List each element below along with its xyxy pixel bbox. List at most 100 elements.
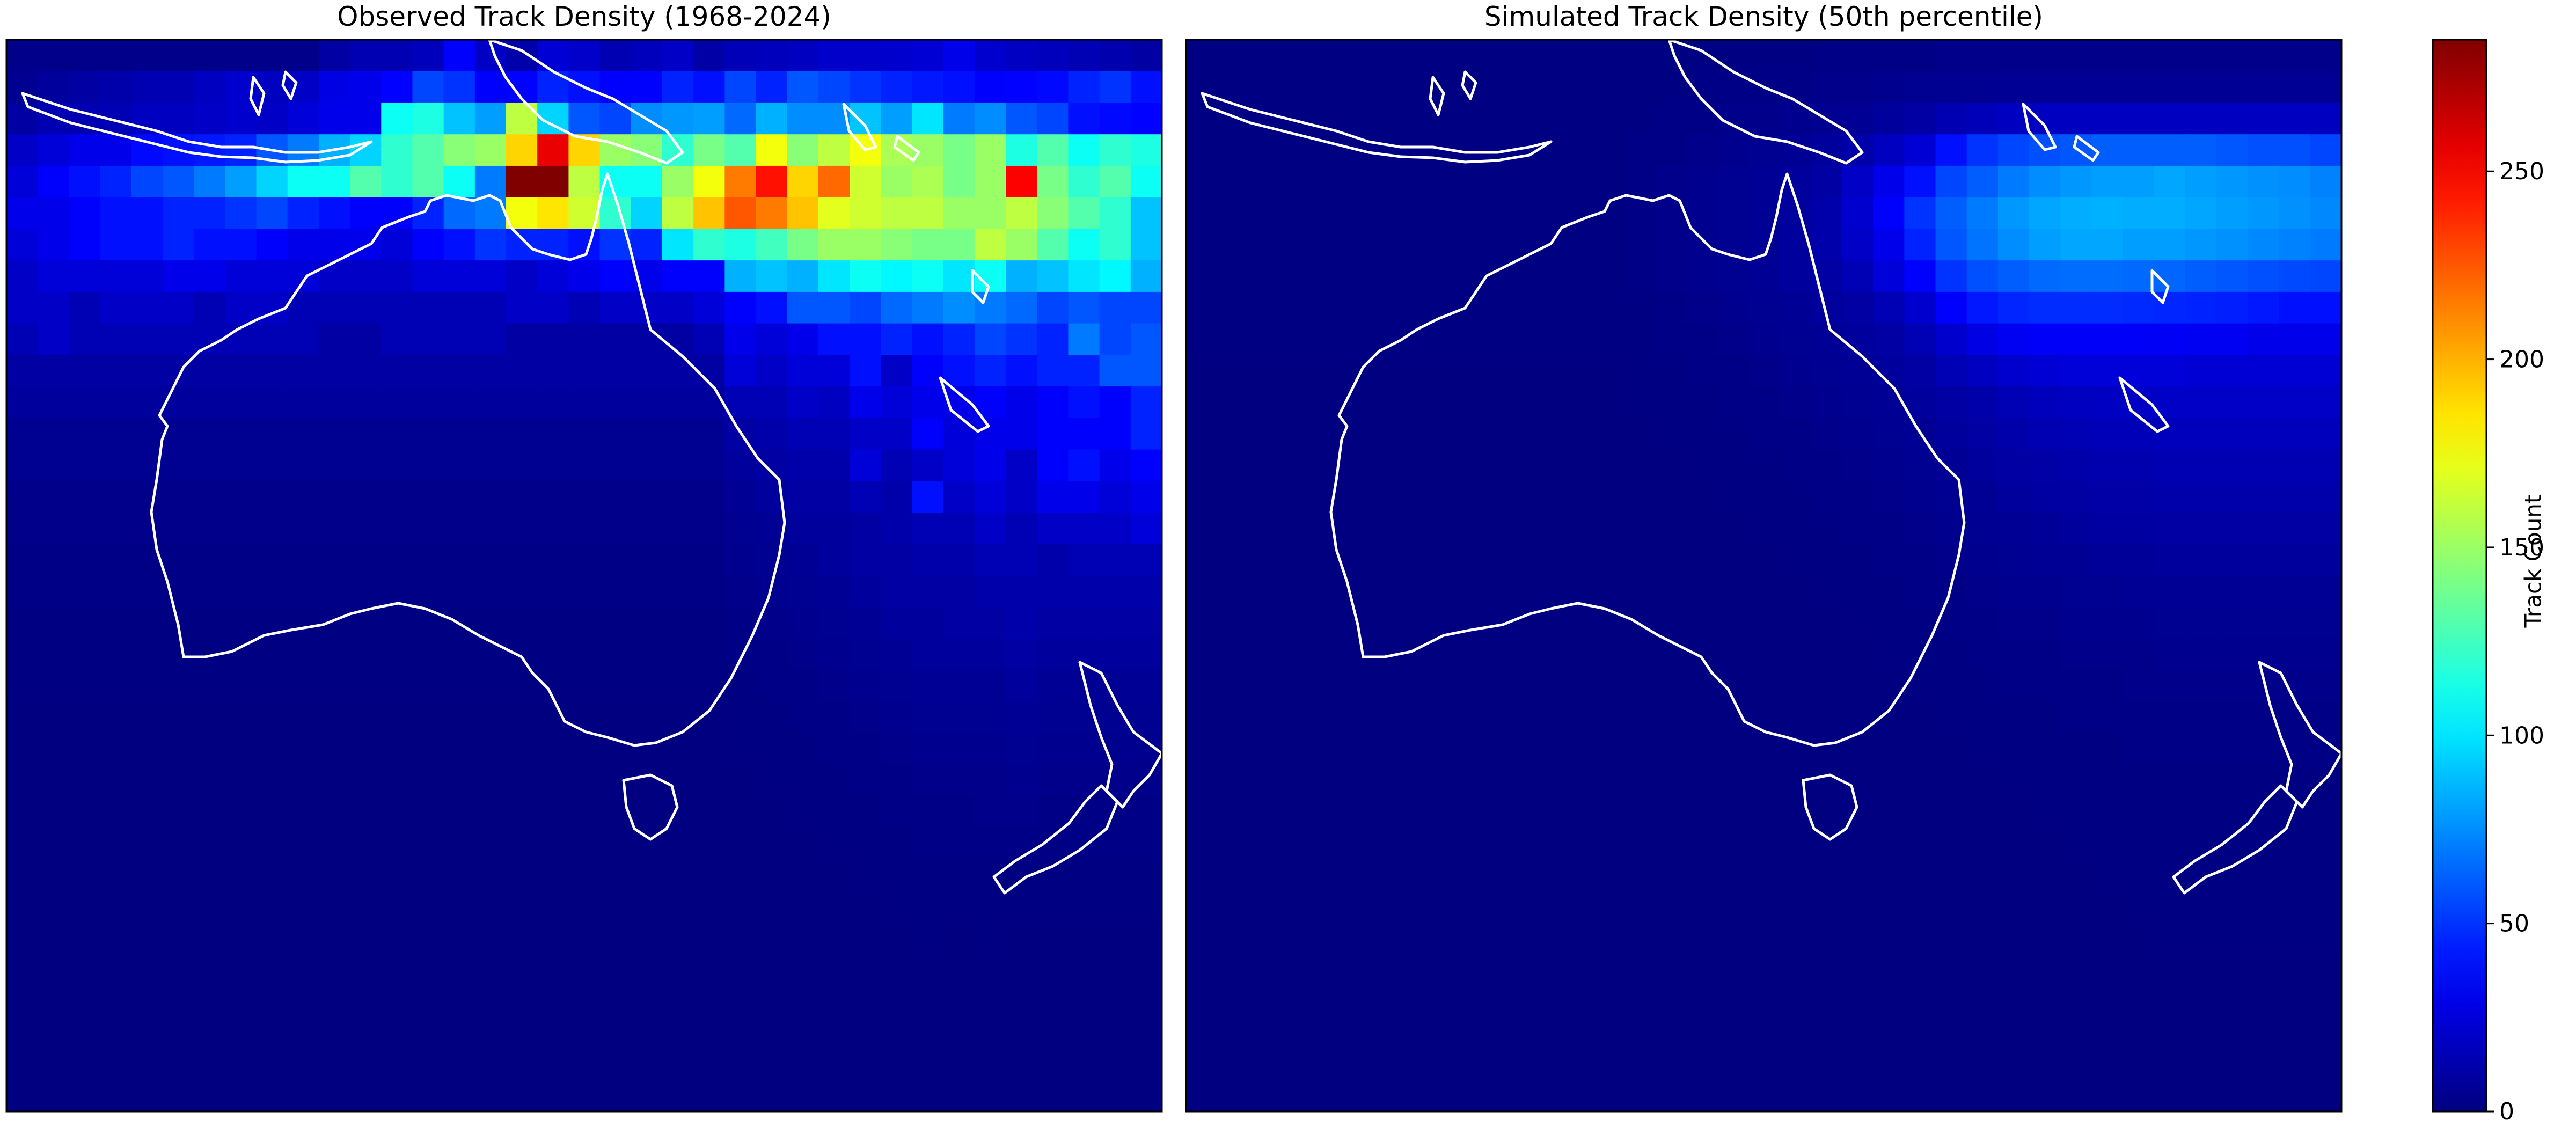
heatmap-cell bbox=[1279, 165, 1312, 198]
heatmap-cell bbox=[38, 165, 70, 198]
heatmap-cell bbox=[1935, 103, 1967, 135]
heatmap-cell bbox=[1436, 954, 1468, 986]
colorbar-tick-label: 250 bbox=[2499, 158, 2544, 185]
heatmap-cell bbox=[100, 796, 132, 829]
heatmap-cell bbox=[443, 449, 475, 482]
heatmap-cell bbox=[1467, 859, 1499, 891]
heatmap-cell bbox=[1006, 197, 1038, 230]
heatmap-cell bbox=[1248, 1016, 1280, 1049]
heatmap-cell bbox=[1935, 134, 1967, 166]
heatmap-cell bbox=[100, 890, 132, 923]
heatmap-cell bbox=[943, 481, 975, 513]
heatmap-cell bbox=[100, 985, 132, 1018]
heatmap-cell bbox=[1810, 513, 1842, 545]
heatmap-cell bbox=[912, 701, 944, 734]
heatmap-cell bbox=[256, 260, 288, 292]
heatmap-cell bbox=[1248, 985, 1280, 1018]
heatmap-cell bbox=[412, 386, 444, 419]
heatmap-cell bbox=[881, 291, 913, 324]
heatmap-cell bbox=[1997, 1048, 2030, 1081]
heatmap-cell bbox=[1529, 1048, 1562, 1081]
heatmap-cell bbox=[2310, 1016, 2342, 1049]
heatmap-cell bbox=[1686, 701, 1718, 734]
heatmap-cell bbox=[974, 701, 1006, 734]
heatmap-cell bbox=[506, 985, 538, 1018]
heatmap-cell bbox=[912, 1016, 944, 1049]
heatmap-cell bbox=[1248, 291, 1280, 324]
heatmap-cell bbox=[443, 481, 475, 513]
heatmap-cell bbox=[881, 449, 913, 482]
heatmap-cell bbox=[287, 197, 319, 230]
heatmap-cell bbox=[1873, 418, 1905, 450]
heatmap-cell bbox=[2060, 1016, 2092, 1049]
heatmap-cell bbox=[881, 323, 913, 356]
heatmap-cell bbox=[131, 1080, 163, 1112]
heatmap-cell bbox=[1873, 229, 1905, 261]
heatmap-cell bbox=[1006, 449, 1038, 482]
heatmap-cell bbox=[443, 1048, 475, 1081]
heatmap-cell bbox=[1311, 197, 1343, 230]
heatmap-cell bbox=[1217, 701, 1249, 734]
heatmap-cell bbox=[1966, 859, 1999, 891]
heatmap-cell bbox=[1841, 260, 1874, 292]
heatmap-cell bbox=[818, 1048, 850, 1081]
heatmap-cell bbox=[443, 197, 475, 230]
heatmap-cell bbox=[537, 1016, 569, 1049]
heatmap-cell bbox=[350, 134, 382, 166]
heatmap-cell bbox=[1186, 229, 1218, 261]
heatmap-cell bbox=[1467, 670, 1499, 702]
heatmap-cell bbox=[131, 544, 163, 576]
heatmap-cell bbox=[724, 985, 757, 1018]
heatmap-cell bbox=[131, 260, 163, 292]
heatmap-cell bbox=[2060, 1080, 2092, 1112]
heatmap-cell bbox=[1935, 323, 1967, 356]
heatmap-cell bbox=[1342, 922, 1374, 955]
heatmap-cell bbox=[693, 291, 726, 324]
heatmap-cell bbox=[1686, 638, 1718, 671]
heatmap-cell bbox=[1006, 229, 1038, 261]
heatmap-cell bbox=[974, 1048, 1006, 1081]
heatmap-cell bbox=[69, 544, 101, 576]
heatmap-cell bbox=[1217, 355, 1249, 387]
heatmap-cell bbox=[724, 1048, 757, 1081]
heatmap-cell bbox=[287, 449, 319, 482]
heatmap-cell bbox=[1248, 1048, 1280, 1081]
heatmap-cell bbox=[2029, 890, 2061, 923]
heatmap-cell bbox=[1873, 197, 1905, 230]
heatmap-cell bbox=[506, 1048, 538, 1081]
heatmap-cell bbox=[506, 922, 538, 955]
heatmap-cell bbox=[256, 796, 288, 829]
heatmap-cell bbox=[1904, 701, 1936, 734]
heatmap-cell bbox=[1841, 449, 1874, 482]
heatmap-cell bbox=[881, 796, 913, 829]
heatmap-cell bbox=[1311, 890, 1343, 923]
heatmap-cell bbox=[1130, 418, 1162, 450]
heatmap-cell bbox=[2060, 103, 2092, 135]
heatmap-cell bbox=[724, 229, 757, 261]
heatmap-cell bbox=[2123, 764, 2155, 797]
heatmap-cell bbox=[318, 449, 350, 482]
heatmap-cell bbox=[2091, 828, 2124, 860]
heatmap-cell bbox=[1686, 103, 1718, 135]
heatmap-cell bbox=[693, 481, 726, 513]
heatmap-cell bbox=[787, 670, 819, 702]
heatmap-cell bbox=[1592, 890, 1624, 923]
heatmap-cell bbox=[2154, 197, 2186, 230]
heatmap-cell bbox=[1068, 513, 1100, 545]
heatmap-cell bbox=[2154, 544, 2186, 576]
heatmap-cell bbox=[1529, 197, 1562, 230]
heatmap-cell bbox=[943, 229, 975, 261]
heatmap-cell bbox=[162, 985, 194, 1018]
heatmap-cell bbox=[1099, 544, 1131, 576]
heatmap-cell bbox=[1006, 701, 1038, 734]
heatmap-cell bbox=[1279, 229, 1312, 261]
heatmap-cell bbox=[1810, 1048, 1842, 1081]
heatmap-cell bbox=[912, 197, 944, 230]
heatmap-cell bbox=[318, 1016, 350, 1049]
heatmap-cell bbox=[2216, 291, 2249, 324]
heatmap-cell bbox=[2123, 71, 2155, 104]
heatmap-cell bbox=[2091, 229, 2124, 261]
heatmap-cell bbox=[6, 733, 38, 765]
heatmap-cell bbox=[412, 890, 444, 923]
